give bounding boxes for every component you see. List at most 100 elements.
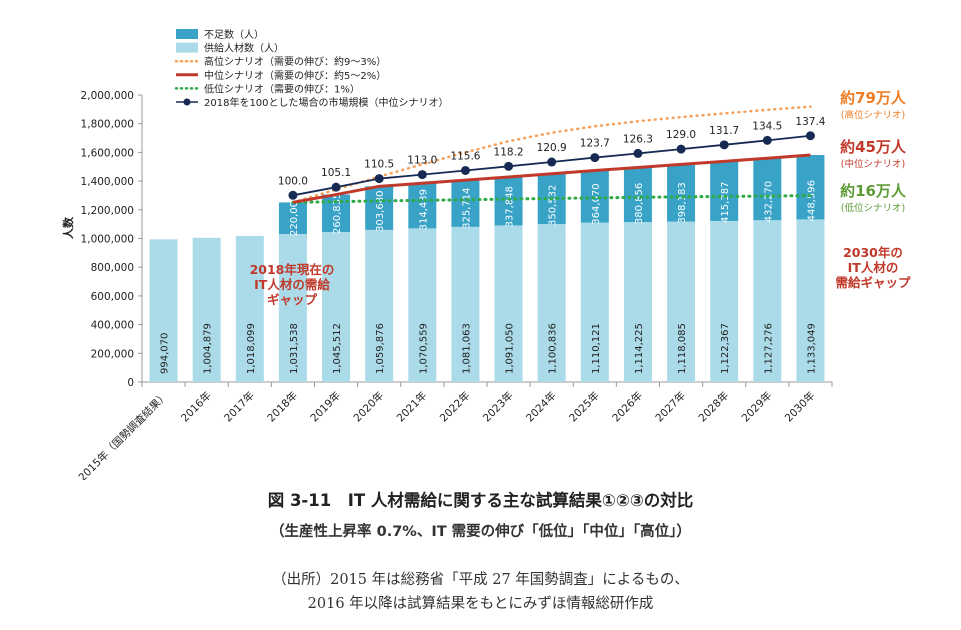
market-index-marker (331, 182, 341, 192)
shortage-bar (408, 183, 437, 229)
shortage-bar-label: 314,439 (418, 189, 429, 230)
supply-bar-label: 1,070,559 (418, 323, 429, 374)
supply-bar (753, 220, 782, 382)
market-index-label: 120.9 (537, 142, 567, 154)
annotation-2030-gap: IT人材の (848, 260, 899, 275)
annotation-2030-gap: 2030年の (843, 245, 903, 260)
legend-label: 中位シナリオ（需要の伸び：約5～2%） (204, 69, 386, 82)
market-index-marker (547, 157, 557, 167)
x-tick-label: 2029年 (739, 389, 775, 425)
market-index-marker (417, 170, 427, 180)
supply-bar-label: 1,091,050 (505, 323, 516, 374)
supply-bar (710, 220, 739, 382)
x-tick-label: 2027年 (653, 389, 689, 425)
annotation-high-note: (高位シナリオ) (841, 109, 905, 121)
market-index-label: 134.5 (752, 120, 782, 132)
shortage-bar-label: 325,714 (461, 188, 472, 229)
x-tick-label: 2018年 (265, 389, 301, 425)
supply-bar (322, 231, 351, 382)
y-tick-label: 800,000 (91, 262, 134, 274)
shortage-bar (710, 161, 739, 221)
x-tick-label: 2028年 (696, 389, 732, 425)
y-tick-label: 1,200,000 (81, 205, 134, 217)
y-tick-label: 400,000 (91, 320, 134, 332)
figure-subtitle: （生産性上昇率 0.7%、IT 需要の伸び「低位」「中位」「高位」） (270, 524, 691, 540)
low-scenario-line (291, 194, 812, 204)
supply-bar-label: 1,122,367 (720, 323, 731, 374)
shortage-bar (451, 180, 480, 227)
shortage-bar-label: 415,387 (720, 182, 731, 223)
market-index-label: 110.5 (364, 159, 394, 171)
y-tick-label: 2,000,000 (81, 90, 134, 102)
supply-bar (192, 237, 221, 382)
supply-bar-label: 994,070 (160, 333, 171, 374)
source-note-line-1: （出所）2015 年は総務省「平成 27 年国勢調査」によるもの、 (272, 572, 689, 588)
supply-bar-label: 1,110,121 (591, 323, 602, 374)
supply-bar (365, 229, 394, 382)
annotation-2018-gap: 2018年現在の (250, 262, 335, 277)
x-tick-label: 2017年 (221, 389, 257, 425)
shortage-bar (278, 202, 307, 234)
shortage-bar (494, 176, 523, 226)
legend-label: 低位シナリオ（需要の伸び：1%） (204, 82, 360, 95)
shortage-bar (796, 155, 825, 220)
market-index-label: 126.3 (623, 133, 653, 145)
annotation-low-note: (低位シナリオ) (841, 202, 905, 214)
supply-bar (408, 228, 437, 382)
market-index-marker (590, 153, 600, 163)
annotation-mid-note: (中位シナリオ) (841, 158, 905, 170)
supply-bar-label: 1,018,099 (246, 323, 257, 374)
market-index-label: 105.1 (321, 167, 351, 179)
shortage-bar-label: 337,848 (505, 186, 516, 227)
y-tick-label: 1,600,000 (81, 147, 134, 159)
annotation-2018-gap: IT人材の需給 (254, 277, 330, 292)
supply-bar (235, 235, 264, 382)
market-index-marker (633, 148, 643, 158)
x-tick-label: 2016年 (178, 389, 214, 425)
mid-scenario-line (292, 153, 811, 204)
market-index-marker (460, 165, 470, 175)
shortage-bar (753, 158, 782, 221)
annotation-2018-gap: ギャップ (267, 292, 318, 307)
x-tick-label: 2024年 (523, 389, 559, 425)
figure-title: 図 3-11 IT 人材需給に関する主な試算結果①②③の対比 (267, 491, 694, 510)
x-tick-label: 2020年 (351, 389, 387, 425)
supply-bar-label: 1,081,063 (461, 323, 472, 374)
market-index-label: 129.0 (666, 129, 696, 141)
shortage-bar-label: 303,680 (375, 191, 386, 232)
shortage-bar-label: 380,856 (634, 183, 645, 224)
x-tick-label: 2023年 (480, 389, 516, 425)
it-talent-supply-demand-chart: 0 200,000 400,000 600,000 800,000 1,000,000 1,… (61, 28, 911, 480)
legend-label: 不足数（人） (204, 28, 264, 41)
legend-label: 供給人材数（人） (204, 42, 284, 55)
supply-bar (278, 233, 307, 382)
supply-bar (494, 225, 523, 382)
shortage-bar (623, 167, 652, 223)
supply-bar-label: 1,114,225 (634, 323, 645, 374)
x-tick-label: 2022年 (437, 389, 473, 425)
y-tick-label: 1,000,000 (81, 234, 134, 246)
supply-bar (796, 219, 825, 382)
market-index-label: 113.0 (407, 155, 437, 167)
source-note-line-2: 2016 年以降は試算結果をもとにみずほ情報総研作成 (307, 596, 654, 612)
market-index-label: 137.4 (795, 116, 825, 128)
y-tick-label: 200,000 (91, 348, 134, 360)
shortage-bar-label: 398,183 (677, 182, 688, 223)
shortage-bar (667, 164, 696, 222)
market-index-label: 118.2 (494, 146, 524, 158)
legend-swatch-marker (183, 98, 191, 106)
supply-bar (623, 222, 652, 382)
shortage-bar-label: 350,532 (548, 185, 559, 226)
supply-bar-label: 1,133,049 (806, 323, 817, 374)
market-index-marker (288, 190, 298, 200)
y-axis-title: 人数 (61, 216, 75, 239)
supply-bar (537, 224, 566, 382)
y-tick-label: 600,000 (91, 291, 134, 303)
y-tick-label: 0 (127, 377, 134, 389)
shortage-bar-label: 448,596 (806, 180, 817, 221)
supply-bar-label: 1,031,538 (289, 323, 300, 374)
x-tick-label: 2025年 (566, 389, 602, 425)
annotation-2030-gap: 需給ギャップ (835, 275, 911, 290)
legend-swatch (176, 42, 198, 53)
shortage-bar-label: 432,270 (763, 181, 774, 222)
